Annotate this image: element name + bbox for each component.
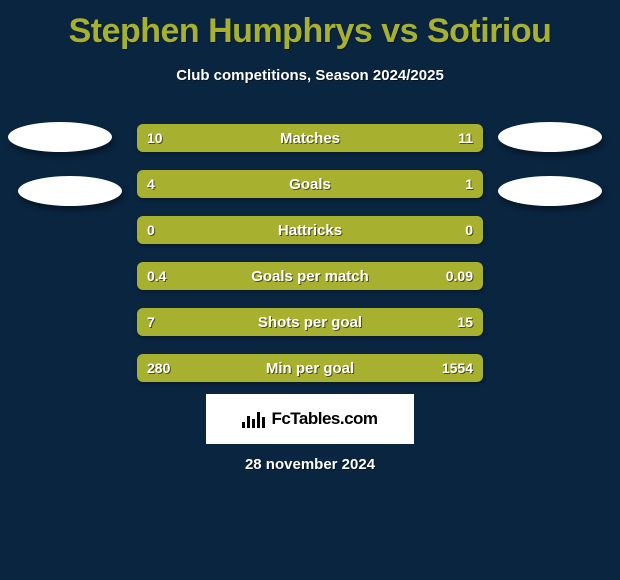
stat-label: Hattricks: [137, 216, 483, 244]
stat-value-right: 1554: [442, 354, 473, 382]
stat-value-left: 280: [147, 354, 170, 382]
stat-label: Min per goal: [137, 354, 483, 382]
stat-row: 7Shots per goal15: [137, 308, 483, 336]
stat-row: 10Matches11: [137, 124, 483, 152]
decor-ellipse: [498, 122, 602, 152]
stat-row: 280Min per goal1554: [137, 354, 483, 382]
page-title: Stephen Humphrys vs Sotiriou: [0, 0, 620, 51]
comparison-bars: 10Matches11 4Goals1 0Hattricks0 0.4Goals pe…: [137, 124, 483, 400]
decor-ellipse: [8, 122, 112, 152]
stat-value-right: 0.09: [446, 262, 473, 290]
brand-text: FcTables.com: [271, 409, 377, 429]
brand-box: FcTables.com: [206, 394, 414, 444]
stat-value-left: 10: [147, 124, 163, 152]
brand-bars-icon: [242, 410, 265, 428]
stat-value-left: 0: [147, 216, 155, 244]
stat-fill-right: [302, 124, 483, 152]
stat-value-right: 0: [465, 216, 473, 244]
stat-value-right: 11: [458, 124, 473, 152]
subtitle: Club competitions, Season 2024/2025: [0, 67, 620, 84]
decor-ellipse: [18, 176, 122, 206]
stat-row: 0Hattricks0: [137, 216, 483, 244]
decor-ellipse: [498, 176, 602, 206]
stat-value-right: 15: [457, 308, 473, 336]
stat-value-left: 0.4: [147, 262, 166, 290]
stat-value-right: 1: [465, 170, 473, 198]
stat-label: Goals per match: [137, 262, 483, 290]
stat-row: 0.4Goals per match0.09: [137, 262, 483, 290]
stat-row: 4Goals1: [137, 170, 483, 198]
date-label: 28 november 2024: [0, 456, 620, 473]
stat-label: Shots per goal: [137, 308, 483, 336]
stat-value-left: 4: [147, 170, 155, 198]
stat-fill-left: [137, 170, 414, 198]
stat-value-left: 7: [147, 308, 155, 336]
